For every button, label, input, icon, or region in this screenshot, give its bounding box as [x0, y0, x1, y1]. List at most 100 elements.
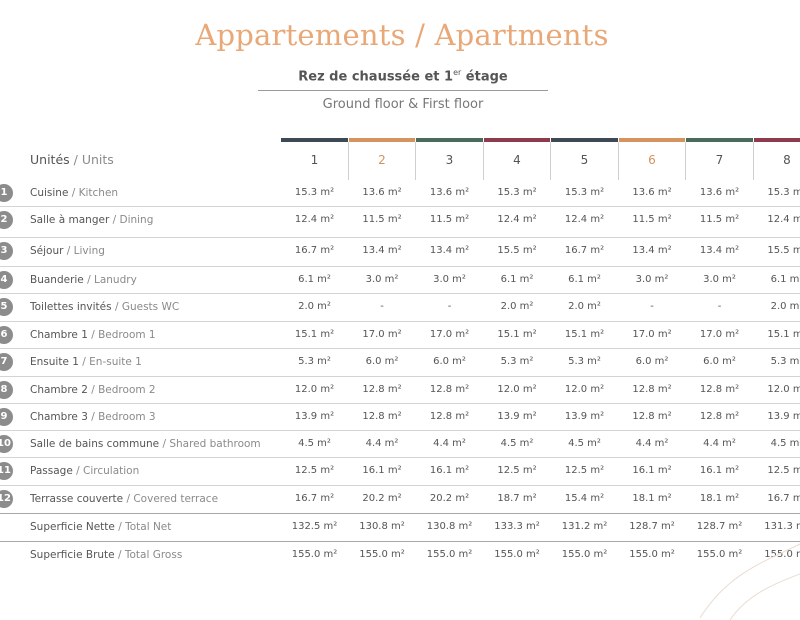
area-cell: 6.0 m² [686, 356, 753, 367]
area-cell: 12.5 m² [754, 465, 800, 476]
total-cell: 155.0 m² [484, 549, 551, 560]
table-row: 10 Salle de bains commune / Shared bathro… [0, 431, 800, 458]
total-cell: 155.0 m² [349, 549, 416, 560]
row-label-en: / Bedroom 2 [88, 384, 156, 396]
area-cell: 4.4 m² [619, 438, 686, 449]
total-cell: 128.7 m² [619, 521, 686, 532]
row-label: Chambre 3 / Bedroom 3 [30, 411, 156, 423]
row-label-fr: Toilettes invités [30, 301, 112, 313]
row-label-fr: Chambre 1 [30, 329, 88, 341]
area-cell: - [349, 301, 416, 312]
row-label-fr: Terrasse couverte [30, 493, 123, 505]
row-number-badge: 4 [0, 271, 13, 289]
unit-header-7: 7 [686, 153, 753, 167]
row-number-badge: 2 [0, 211, 13, 229]
area-cell: 16.7 m² [551, 245, 618, 256]
subtitle-fr-text: Rez de chaussée et 1 [298, 69, 453, 84]
decorative-lines-icon [690, 530, 800, 620]
area-cell: 13.6 m² [686, 187, 753, 198]
units-header-fr: Unités [30, 152, 70, 167]
area-cell: 20.2 m² [416, 493, 483, 504]
unit-color-bar [619, 138, 686, 142]
area-cell: 12.4 m² [551, 214, 618, 225]
area-cell: 4.5 m² [281, 438, 348, 449]
area-cell: 6.1 m² [484, 274, 551, 285]
area-cell: 16.1 m² [619, 465, 686, 476]
row-number-badge: 6 [0, 326, 13, 344]
total-cell: 155.0 m² [619, 549, 686, 560]
row-number-badge: 10 [0, 435, 13, 453]
row-label-fr: Chambre 3 [30, 411, 88, 423]
area-cell: 6.0 m² [349, 356, 416, 367]
area-cell: 18.1 m² [619, 493, 686, 504]
unit-color-bar [416, 138, 483, 142]
area-cell: 12.4 m² [754, 214, 800, 225]
area-cell: 6.1 m² [551, 274, 618, 285]
total-label-fr: Superficie Brute [30, 549, 115, 561]
area-cell: 15.3 m² [484, 187, 551, 198]
area-cell: 15.5 m² [484, 245, 551, 256]
row-label: Ensuite 1 / En-suite 1 [30, 356, 142, 368]
row-label-fr: Chambre 2 [30, 384, 88, 396]
area-cell: - [619, 301, 686, 312]
area-cell: 12.5 m² [281, 465, 348, 476]
area-cell: 2.0 m² [754, 301, 800, 312]
area-cell: 16.7 m² [281, 493, 348, 504]
row-label-en: / Shared bathroom [159, 438, 261, 450]
subtitle-fr-end: étage [461, 69, 507, 84]
row-label: Salle à manger / Dining [30, 214, 153, 226]
page-title: Appartements / Apartments [0, 18, 800, 52]
row-label: Buanderie / Lanudry [30, 274, 137, 286]
total-label-fr: Superficie Nette [30, 521, 115, 533]
area-cell: 3.0 m² [349, 274, 416, 285]
area-cell: 17.0 m² [619, 329, 686, 340]
area-cell: 5.3 m² [281, 356, 348, 367]
area-cell: 12.8 m² [619, 384, 686, 395]
area-cell: 2.0 m² [551, 301, 618, 312]
area-cell: 15.1 m² [551, 329, 618, 340]
area-cell: - [416, 301, 483, 312]
row-label-en: / En-suite 1 [79, 356, 142, 368]
area-cell: 12.5 m² [484, 465, 551, 476]
unit-header-5: 5 [551, 153, 618, 167]
area-cell: 12.4 m² [484, 214, 551, 225]
row-label: Salle de bains commune / Shared bathroom [30, 438, 261, 450]
total-cell: 133.3 m² [484, 521, 551, 532]
area-cell: 5.3 m² [754, 356, 800, 367]
unit-color-bar [686, 138, 753, 142]
area-cell: 13.4 m² [619, 245, 686, 256]
row-label-en: / Living [63, 245, 104, 257]
area-cell: 11.5 m² [349, 214, 416, 225]
column-separator [550, 142, 551, 180]
column-separator [348, 142, 349, 180]
subtitle-en: Ground floor & First floor [258, 97, 548, 112]
row-label-en: / Bedroom 1 [88, 329, 156, 341]
unit-header-4: 4 [484, 153, 551, 167]
area-cell: 6.0 m² [416, 356, 483, 367]
area-cell: 3.0 m² [619, 274, 686, 285]
area-cell: 11.5 m² [619, 214, 686, 225]
total-label-en: / Total Net [115, 521, 172, 533]
area-cell: - [686, 301, 753, 312]
area-cell: 13.9 m² [754, 411, 800, 422]
area-cell: 5.3 m² [551, 356, 618, 367]
area-cell: 17.0 m² [686, 329, 753, 340]
area-cell: 12.5 m² [551, 465, 618, 476]
row-label-en: / Lanudry [84, 274, 137, 286]
unit-color-bar [281, 138, 348, 142]
row-label-en: / Circulation [73, 465, 139, 477]
row-label-fr: Salle de bains commune [30, 438, 159, 450]
area-cell: 15.1 m² [484, 329, 551, 340]
area-cell: 12.0 m² [484, 384, 551, 395]
area-cell: 13.6 m² [619, 187, 686, 198]
row-label-en: / Covered terrace [123, 493, 218, 505]
area-cell: 12.8 m² [349, 411, 416, 422]
total-cell: 155.0 m² [281, 549, 348, 560]
area-cell: 4.4 m² [416, 438, 483, 449]
